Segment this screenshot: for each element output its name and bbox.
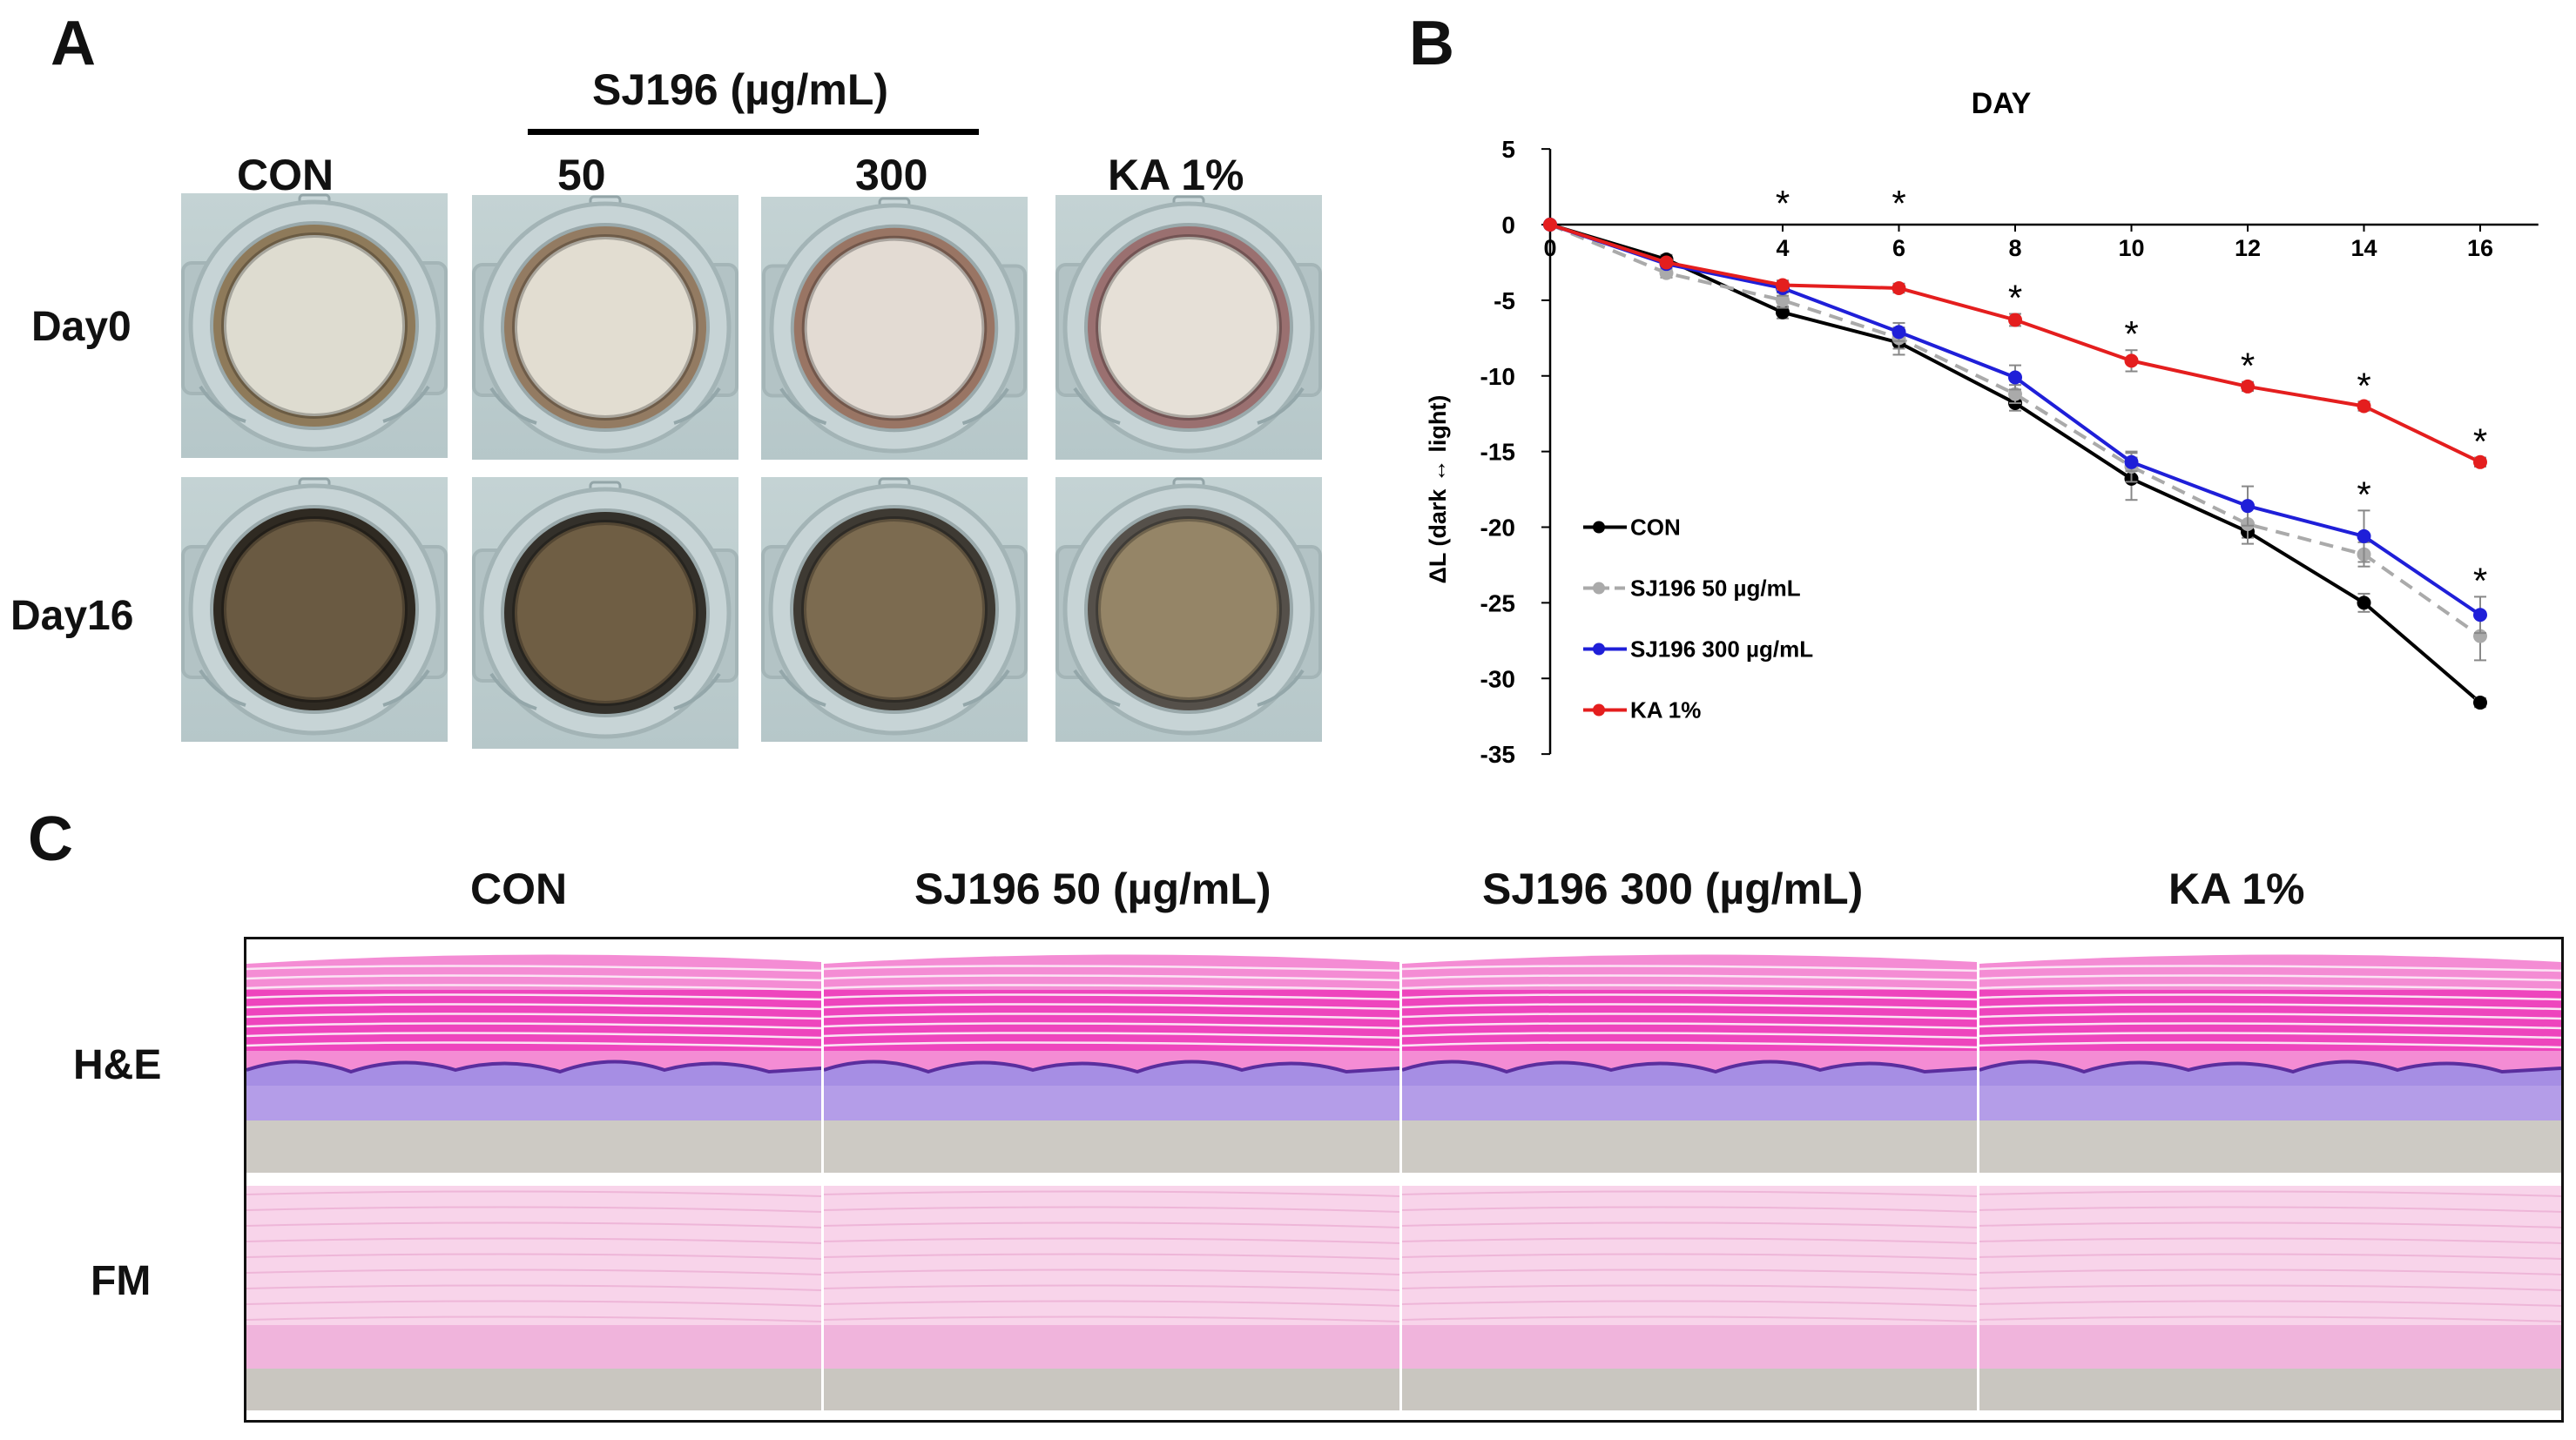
chart-point-series-0 <box>2473 696 2487 710</box>
chart-legend-label-1: SJ196 50 µg/mL <box>1630 575 1801 602</box>
chart-point-series-3 <box>1543 218 1557 232</box>
well-photo-ka-day0 <box>1055 195 1322 460</box>
chart-point-series-0 <box>2357 596 2371 610</box>
chart-significance-marker: * <box>2357 474 2370 515</box>
panel-a-row-label-day0: Day0 <box>31 304 131 350</box>
panel-a-letter: A <box>51 9 96 78</box>
chart-point-series-2 <box>2473 608 2487 622</box>
panel-a-column-label-con: CON <box>237 151 334 199</box>
panel-a-group-label: SJ196 (µg/mL) <box>592 65 889 114</box>
panel-c-histology-frame <box>244 937 2564 1423</box>
panel-c-letter: C <box>28 804 73 874</box>
chart-significance-marker: * <box>2008 278 2022 319</box>
chart-y-tick-label: -20 <box>1480 515 1515 542</box>
panel-b-line-chart: DAY ΔL (dark ↔ light) 5 0 -5 -10 -15 -20 -25 -30 -… <box>1425 87 2539 768</box>
fm-section-sj196-300 <box>1402 1177 1977 1410</box>
panel-a-group-bar <box>528 129 979 135</box>
chart-point-series-3 <box>1659 255 1674 270</box>
well-photo-ka-day16 <box>1055 477 1322 742</box>
chart-legend-marker-2 <box>1593 643 1605 656</box>
panel-b-letter: B <box>1409 9 1454 78</box>
panel-c-row-label-fm: FM <box>91 1258 152 1304</box>
chart-x-tick-label: 4 <box>1776 235 1789 261</box>
chart-point-series-2 <box>2124 454 2139 469</box>
chart-point-series-3 <box>1776 278 1790 293</box>
chart-y-tick-label: 0 <box>1501 212 1515 239</box>
chart-y-axis-label: ΔL (dark ↔ light) <box>1425 395 1451 584</box>
chart-point-series-2 <box>2357 528 2371 543</box>
chart-legend-label-0: CON <box>1630 515 1681 541</box>
fm-section-con <box>246 1177 821 1410</box>
chart-title: DAY <box>1972 87 2032 120</box>
he-section-sj196-300 <box>1402 939 1977 1173</box>
chart-significance-marker: * <box>2473 560 2487 601</box>
chart-y-tick-label: 5 <box>1501 136 1515 163</box>
well-photo-50-day16 <box>472 477 738 749</box>
chart-significance-marker: * <box>2241 346 2255 387</box>
chart-x-tick-label: 8 <box>2008 235 2021 261</box>
fm-section-sj196-50 <box>824 1177 1399 1410</box>
fm-section-ka <box>1979 1177 2561 1410</box>
chart-point-series-3 <box>2473 454 2487 469</box>
chart-x-tick-label: 10 <box>2118 235 2144 261</box>
chart-legend-marker-3 <box>1593 703 1605 717</box>
chart-x-tick-label: 6 <box>1892 235 1905 261</box>
chart-y-tick-label: -35 <box>1480 741 1515 768</box>
chart-y-tick-label: -5 <box>1494 287 1515 314</box>
panel-a-column-label-ka: KA 1% <box>1108 151 1244 199</box>
chart-point-series-0 <box>1776 305 1790 320</box>
chart-y-tick-label: -15 <box>1480 439 1515 466</box>
panel-a-column-label-50: 50 <box>557 151 606 199</box>
panel-c-column-label-sj196-50: SJ196 50 (µg/mL) <box>914 865 1271 913</box>
panel-c-column-label-con: CON <box>470 865 568 913</box>
chart-point-series-3 <box>2241 379 2255 394</box>
chart-point-series-3 <box>2124 353 2139 368</box>
well-photo-50-day0 <box>472 195 738 460</box>
well-photo-con-day16 <box>181 477 448 742</box>
chart-series-line-1 <box>1549 223 2482 638</box>
he-section-con <box>246 939 821 1173</box>
chart-significance-marker: * <box>1776 183 1790 224</box>
chart-point-series-2 <box>2241 499 2255 514</box>
chart-x-tick-label: 12 <box>2235 235 2261 261</box>
chart-x-tick-label: 16 <box>2467 235 2493 261</box>
chart-point-series-3 <box>1892 280 1906 295</box>
chart-y-tick-label: -30 <box>1480 665 1515 692</box>
chart-legend-label-2: SJ196 300 µg/mL <box>1630 636 1813 663</box>
chart-y-tick-label: -25 <box>1480 589 1515 616</box>
chart-x-tick-label: 0 <box>1543 235 1556 261</box>
panel-c-column-label-sj196-300: SJ196 300 (µg/mL) <box>1482 865 1864 913</box>
chart-significance-marker: * <box>2357 365 2370 406</box>
chart-legend-label-3: KA 1% <box>1630 697 1701 723</box>
panel-a-row-label-day16: Day16 <box>10 593 134 639</box>
panel-c-row-label-he: H&E <box>73 1042 162 1088</box>
panel-c-column-label-ka: KA 1% <box>2168 865 2305 913</box>
chart-significance-marker: * <box>2473 421 2487 462</box>
chart-point-series-2 <box>1892 325 1906 340</box>
chart-point-series-3 <box>2008 313 2022 327</box>
chart-legend-marker-1 <box>1593 582 1605 595</box>
chart-x-tick-label: 14 <box>2350 235 2377 261</box>
panel-a-column-label-300: 300 <box>855 151 928 199</box>
chart-y-tick-label: -10 <box>1480 363 1515 390</box>
well-photo-300-day16 <box>761 477 1028 742</box>
chart-point-series-1 <box>1776 293 1790 307</box>
chart-legend-marker-0 <box>1593 521 1605 534</box>
he-section-sj196-50 <box>824 939 1399 1173</box>
he-section-ka <box>1979 939 2561 1173</box>
chart-point-series-1 <box>2008 387 2022 401</box>
chart-point-series-2 <box>2008 370 2022 385</box>
chart-point-series-3 <box>2357 399 2371 414</box>
chart-significance-marker: * <box>1892 183 1905 224</box>
well-photo-300-day0 <box>761 197 1028 460</box>
well-photo-con-day0 <box>181 193 448 458</box>
chart-significance-marker: * <box>2124 313 2138 354</box>
